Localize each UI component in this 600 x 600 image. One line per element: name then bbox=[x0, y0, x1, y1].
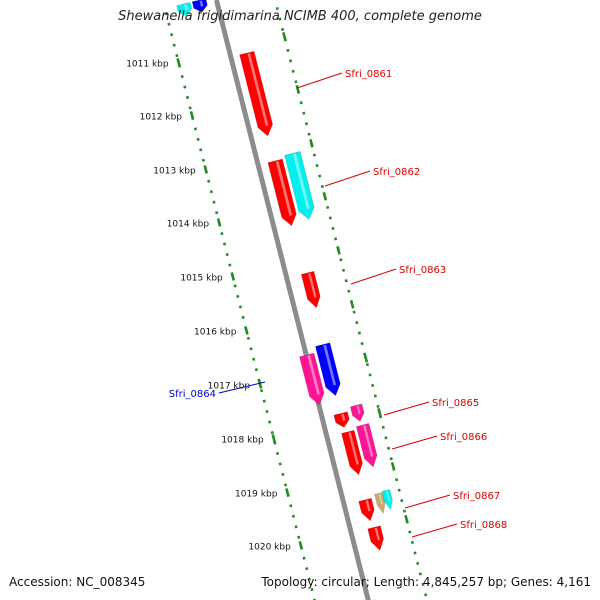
leader-line bbox=[350, 268, 397, 285]
leader-line bbox=[411, 523, 458, 538]
gene-arrow-sfri-0867-c[interactable] bbox=[381, 489, 393, 511]
major-tick-mark bbox=[322, 192, 328, 201]
gene-arrow-sfri-0867-b[interactable] bbox=[374, 492, 386, 515]
inner-tick-guide bbox=[164, 12, 316, 600]
major-tick-mark bbox=[390, 462, 396, 471]
gene-label-text[interactable]: Sfri_0867 bbox=[453, 491, 500, 502]
gene-label-text[interactable]: Sfri_0863 bbox=[399, 265, 446, 276]
leader-line bbox=[404, 494, 451, 509]
gene-label-sfri-0863[interactable]: Sfri_0863 bbox=[350, 265, 446, 285]
major-tick-mark bbox=[295, 85, 301, 94]
gene-label-text[interactable]: Sfri_0862 bbox=[373, 167, 420, 178]
gene-arrow-sfri-0866-a[interactable] bbox=[341, 429, 363, 476]
leader-line bbox=[218, 381, 266, 394]
leader-line bbox=[383, 401, 430, 416]
tick-label: 1012 kbp bbox=[140, 112, 183, 122]
leader-line bbox=[324, 170, 371, 187]
leader-line bbox=[296, 72, 343, 89]
major-tick-mark bbox=[257, 380, 263, 389]
gene-label-text[interactable]: Sfri_0866 bbox=[440, 432, 487, 443]
gene-arrow-sfri-0866-b[interactable] bbox=[355, 423, 378, 468]
major-tick-mark bbox=[216, 218, 222, 227]
gene-label-sfri-0866[interactable]: Sfri_0866 bbox=[391, 432, 487, 450]
tick-label: 1020 kbp bbox=[248, 542, 291, 552]
major-tick-mark bbox=[298, 541, 304, 550]
tick-label: 1011 kbp bbox=[126, 59, 169, 69]
major-tick-mark bbox=[203, 165, 208, 174]
gene-arrow-sfri-0867-a[interactable] bbox=[358, 497, 375, 522]
gene-arrow-sfri-0865-b[interactable] bbox=[349, 403, 365, 422]
backbone-layer bbox=[213, 0, 371, 600]
gene-arrow-top-blue[interactable] bbox=[191, 0, 208, 13]
tick-label: 1019 kbp bbox=[235, 489, 278, 499]
gene-arrow-sfri-0865-a[interactable] bbox=[333, 411, 350, 428]
major-tick-mark bbox=[404, 515, 409, 524]
leader-line bbox=[391, 435, 438, 450]
major-tick-mark bbox=[349, 300, 355, 309]
gene-arrow-sfri-0861[interactable] bbox=[239, 50, 273, 137]
gene-label-sfri-0864[interactable]: Sfri_0864 bbox=[169, 381, 266, 400]
major-tick-mark bbox=[271, 434, 277, 443]
gene-arrow-sfri-0862-a[interactable] bbox=[267, 158, 297, 227]
topology-text: Topology: circular; Length: 4,845,257 bp… bbox=[261, 575, 591, 589]
major-tick-mark bbox=[309, 139, 314, 148]
gene-label-sfri-0867[interactable]: Sfri_0867 bbox=[404, 491, 500, 509]
gene-label-sfri-0868[interactable]: Sfri_0868 bbox=[411, 520, 507, 538]
major-tick-mark bbox=[176, 58, 181, 67]
genome-backbone bbox=[213, 0, 371, 600]
major-tick-mark bbox=[336, 246, 341, 255]
gene-arrow-sfri-0868[interactable] bbox=[367, 525, 384, 551]
genes-layer bbox=[176, 0, 393, 551]
gene-label-text[interactable]: Sfri_0864 bbox=[169, 389, 216, 400]
gene-arrow-sfri-0863[interactable] bbox=[300, 270, 321, 309]
labels-layer: Sfri_0861 Sfri_0862 Sfri_0863 Sfri_0864 Sfri… bbox=[169, 69, 507, 538]
gene-label-text[interactable]: Sfri_0865 bbox=[432, 398, 479, 409]
major-tick-mark bbox=[244, 326, 249, 335]
outer-tick-guide bbox=[273, 0, 428, 597]
gene-label-text[interactable]: Sfri_0861 bbox=[345, 69, 392, 80]
tick-layer: 1011 kbp 1012 kbp 1013 kbp 1014 kbp 1015 kbp… bbox=[126, 0, 428, 600]
gene-label-sfri-0862[interactable]: Sfri_0862 bbox=[324, 167, 420, 187]
major-tick-mark bbox=[363, 354, 369, 363]
major-tick-mark bbox=[377, 408, 382, 417]
major-tick-mark bbox=[230, 272, 236, 281]
gene-label-sfri-0861[interactable]: Sfri_0861 bbox=[296, 69, 392, 89]
tick-label: 1013 kbp bbox=[153, 166, 196, 176]
tick-label: 1015 kbp bbox=[180, 273, 223, 283]
tick-label: 1018 kbp bbox=[221, 435, 264, 445]
gene-label-text[interactable]: Sfri_0868 bbox=[460, 520, 507, 531]
major-tick-mark bbox=[282, 32, 287, 41]
gene-arrow-sfri-0864-b[interactable] bbox=[315, 342, 341, 397]
gene-label-sfri-0865[interactable]: Sfri_0865 bbox=[383, 398, 479, 416]
gene-arrow-sfri-0864-a[interactable] bbox=[299, 352, 325, 406]
major-tick-mark bbox=[285, 488, 290, 497]
gene-arrow-sfri-0862-b[interactable] bbox=[284, 151, 315, 220]
genome-title: Shewanella frigidimarina NCIMB 400, comp… bbox=[118, 9, 482, 24]
tick-label: 1014 kbp bbox=[167, 219, 210, 229]
major-tick-mark bbox=[189, 111, 195, 120]
accession-text: Accession: NC_008345 bbox=[9, 575, 146, 589]
tick-label: 1017 kbp bbox=[208, 381, 251, 391]
gene-arrow-top-cyan[interactable] bbox=[176, 1, 193, 17]
tick-label: 1016 kbp bbox=[194, 327, 237, 337]
